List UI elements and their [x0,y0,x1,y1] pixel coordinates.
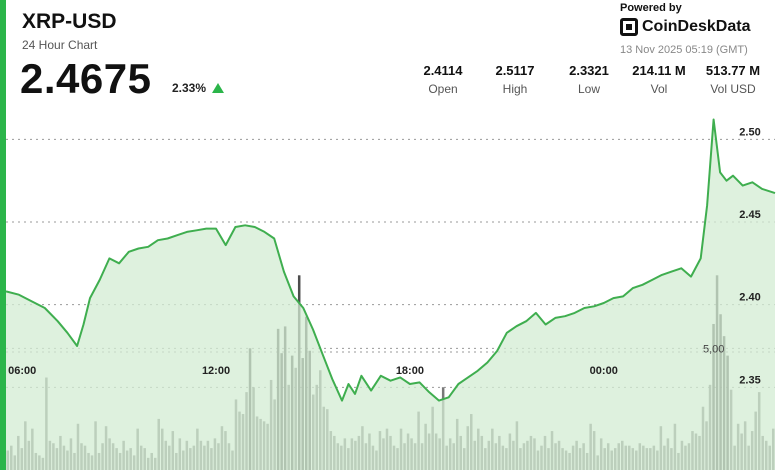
stat-vol: 214.11 M Vol [624,63,694,96]
stat-vol-usd-label: Vol USD [710,82,756,96]
stat-open-label: Open [428,82,458,96]
price-area [6,119,775,470]
stat-open: 2.4114 Open [408,63,478,96]
stat-vol-usd-value: 513.77 M [705,63,761,78]
change-up-arrow-icon [212,83,224,93]
stat-high-label: High [502,82,528,96]
stat-vol-label: Vol [650,82,668,96]
stat-open-value: 2.4114 [423,63,463,78]
y-tick-label-2: 2.45 [739,209,760,221]
stat-high: 2.5117 High [480,63,550,96]
coindesk-logo-icon [620,18,638,36]
stat-vol-value: 214.11 M [632,63,686,78]
price-series-line [5,118,776,402]
y-tick-label-3: 2.50 [739,126,760,138]
x-tick-label-3: 00:00 [590,365,618,377]
y-tick-label-0: 2.35 [739,374,760,386]
y-axis-labels: 2.35 2.40 2.45 2.50 5,00 [703,126,761,386]
x-tick-label-1: 12:00 [202,365,230,377]
stat-high-value: 2.5117 [495,63,535,78]
powered-by-label: Powered by [620,2,682,14]
price-line [5,118,776,402]
x-tick-label-0: 06:00 [8,365,36,377]
chart-subtitle: 24 Hour Chart [22,38,98,52]
brand-logo[interactable]: CoinDeskData [620,18,750,36]
stat-vol-usd: 513.77 M Vol USD [698,63,768,96]
x-axis-labels: 06:00 12:00 18:00 00:00 [8,365,618,377]
price-change-percent: 2.33% [172,81,207,95]
stat-low-label: Low [577,82,600,96]
left-accent-bar [0,0,6,470]
stats-row: 2.4114 Open 2.5117 High 2.3321 Low 214.1… [408,63,774,97]
stat-low-value: 2.3321 [569,63,609,78]
current-price: 2.4675 [20,55,152,102]
x-tick-label-2: 18:00 [396,365,424,377]
volume-tick-label: 5,00 [703,343,724,355]
timestamp: 13 Nov 2025 05:19 (GMT) [620,44,748,56]
price-area-fill [6,119,775,470]
symbol-title: XRP-USD [22,10,117,33]
brand-name: CoinDeskData [642,18,751,35]
stat-low: 2.3321 Low [554,63,624,96]
y-tick-label-1: 2.40 [739,292,760,304]
